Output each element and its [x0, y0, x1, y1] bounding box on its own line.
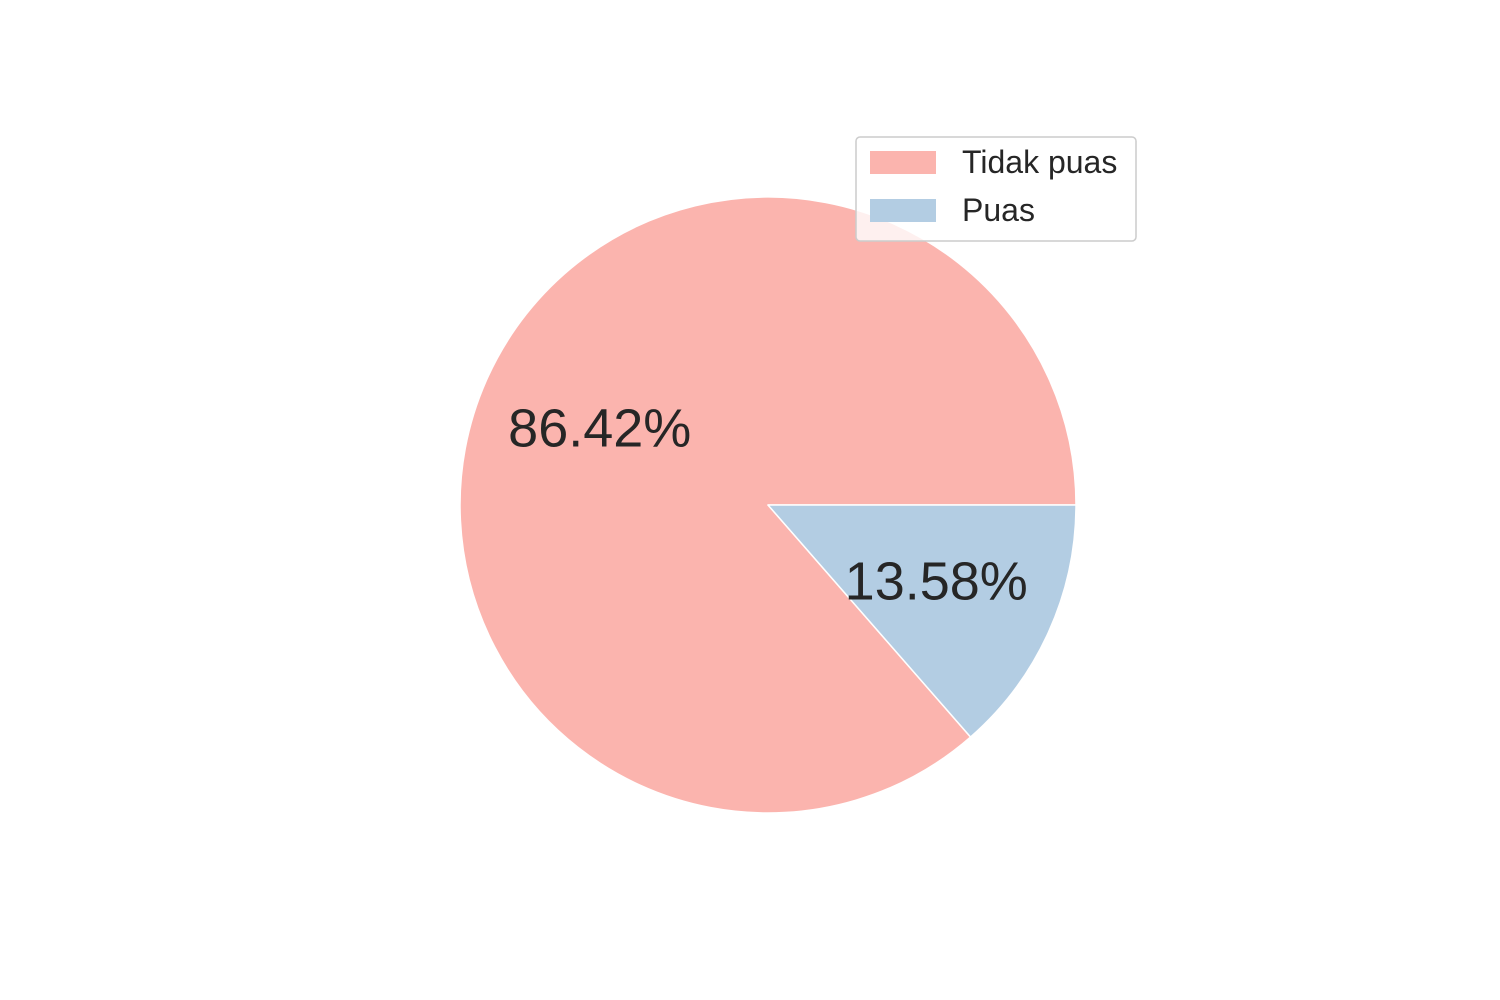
pie-slice-tidak-puas [459, 196, 1077, 814]
legend-label-tidak-puas: Tidak puas [962, 144, 1117, 180]
pie-label-puas: 13.58% [845, 551, 1028, 611]
legend-swatch-tidak-puas [870, 151, 936, 174]
legend: Tidak puas Puas [855, 136, 1137, 242]
pie-slice-labels: 86.42% 13.58% [508, 399, 1028, 612]
legend-label-puas: Puas [962, 192, 1035, 228]
pie-label-tidak-puas: 86.42% [508, 399, 691, 459]
pie-slices [459, 196, 1077, 814]
pie-slice-puas [767, 504, 1077, 738]
legend-swatch-puas [870, 199, 936, 222]
